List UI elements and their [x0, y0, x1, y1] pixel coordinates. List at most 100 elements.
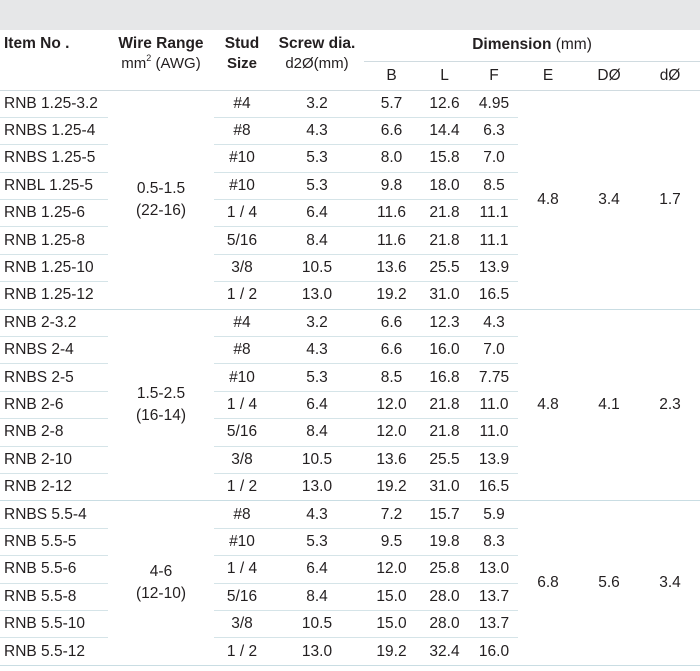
item-no-cell: RNB 2-6 — [0, 391, 108, 420]
dim-f-cell: 7.0 — [470, 144, 518, 173]
table-row: RNB 5.5-5 #10 5.3 9.5 19.8 8.3 — [0, 528, 700, 557]
dim-l-cell: 21.8 — [419, 226, 470, 255]
table-row: RNB 1.25-6 1 / 4 6.4 11.6 21.8 11.1 — [0, 199, 700, 228]
dim-l-cell: 15.8 — [419, 144, 470, 173]
wire-range-cell: 4-6 (12-10) — [108, 500, 214, 666]
stud-size-cell: #4 — [214, 309, 270, 338]
table-row: RNB 5.5-10 3/8 10.5 15.0 28.0 13.7 — [0, 610, 700, 639]
screw-dia-cell: 5.3 — [270, 528, 364, 557]
dim-sd-cell: 2.3 — [640, 309, 700, 502]
dim-b-header: B — [364, 61, 419, 91]
dim-e-cell: 4.8 — [518, 309, 578, 502]
stud-size-cell: 1 / 4 — [214, 391, 270, 420]
table-row: RNBS 1.25-4 #8 4.3 6.6 14.4 6.3 — [0, 117, 700, 146]
dim-f-cell: 16.0 — [470, 637, 518, 666]
dim-b-cell: 8.5 — [364, 363, 419, 392]
table-row: RNBS 2-5 #10 5.3 8.5 16.8 7.75 — [0, 363, 700, 392]
dim-l-cell: 25.5 — [419, 446, 470, 474]
dim-f-cell: 13.9 — [470, 254, 518, 283]
screw-dia-cell: 13.0 — [270, 637, 364, 666]
dim-f-header: F — [470, 61, 518, 91]
dim-b-cell: 15.0 — [364, 610, 419, 639]
dim-f-cell: 5.9 — [470, 500, 518, 529]
dim-b-cell: 12.0 — [364, 391, 419, 420]
wire-range-mm2: 1.5-2.5 — [136, 384, 186, 402]
table-row: RNB 5.5-6 1 / 4 6.4 12.0 25.8 13.0 — [0, 555, 700, 584]
dim-f-cell: 16.5 — [470, 473, 518, 502]
dim-f-cell: 11.1 — [470, 226, 518, 255]
screw-dia-cell: 13.0 — [270, 473, 364, 502]
item-no-cell: RNBS 2-5 — [0, 363, 108, 392]
item-no-cell: RNB 1.25-3.2 — [0, 90, 108, 118]
stud-size-cell: 1 / 2 — [214, 281, 270, 310]
dim-b-cell: 12.0 — [364, 555, 419, 584]
wire-range-awg: (12-10) — [136, 585, 186, 603]
table-row: RNB 2-10 3/8 10.5 13.6 25.5 13.9 — [0, 446, 700, 474]
item-no-cell: RNB 5.5-6 — [0, 555, 108, 584]
dim-b-cell: 5.7 — [364, 90, 419, 118]
stud-size-cell: #8 — [214, 336, 270, 365]
dim-b-cell: 6.6 — [364, 117, 419, 146]
stud-size-cell: #8 — [214, 500, 270, 529]
item-no-cell: RNB 2-8 — [0, 418, 108, 447]
table-body: RNB 1.25-3.2 0.5-1.5 (22-16) #4 3.2 5.7 12.6 4.… — [0, 90, 700, 666]
stud-size-cell: 1 / 2 — [214, 473, 270, 502]
dim-l-cell: 21.8 — [419, 199, 470, 228]
screw-dia-cell: 5.3 — [270, 144, 364, 173]
dim-l-cell: 15.7 — [419, 500, 470, 529]
dim-b-cell: 15.0 — [364, 583, 419, 611]
screw-dia-cell: 8.4 — [270, 583, 364, 611]
table-row: RNBS 1.25-5 #10 5.3 8.0 15.8 7.0 — [0, 144, 700, 173]
table-row: RNB 2-8 5/16 8.4 12.0 21.8 11.0 — [0, 418, 700, 447]
item-no-cell: RNB 1.25-6 — [0, 199, 108, 228]
table-row: RNB 2-3.2 1.5-2.5 (16-14) #4 3.2 6.6 12.3 4.3 4.… — [0, 309, 700, 502]
dim-l-cell: 12.6 — [419, 90, 470, 118]
screw-dia-cell: 3.2 — [270, 90, 364, 118]
dim-l-cell: 31.0 — [419, 281, 470, 310]
wire-range-mm2: 4-6 — [149, 563, 173, 581]
dim-b-cell: 19.2 — [364, 637, 419, 666]
dim-l-cell: 16.8 — [419, 363, 470, 392]
table-row: RNB 1.25-12 1 / 2 13.0 19.2 31.0 16.5 — [0, 281, 700, 310]
item-no-cell: RNBL 1.25-5 — [0, 172, 108, 201]
screw-dia-cell: 4.3 — [270, 117, 364, 146]
stud-size-header: Stud Size — [214, 30, 270, 91]
stud-size-cell: 1 / 2 — [214, 637, 270, 666]
stud-size-cell: #10 — [214, 172, 270, 201]
dim-e-header: E — [518, 61, 578, 91]
stud-size-cell: #4 — [214, 90, 270, 118]
dim-l-cell: 21.8 — [419, 391, 470, 420]
stud-size-cell: 3/8 — [214, 446, 270, 474]
dim-sd-cell: 3.4 — [640, 500, 700, 666]
item-no-header: Item No . — [0, 30, 108, 91]
stud-size-cell: 5/16 — [214, 418, 270, 447]
table-row: RNB 5.5-8 5/16 8.4 15.0 28.0 13.7 — [0, 583, 700, 611]
screw-dia-cell: 13.0 — [270, 281, 364, 310]
dim-f-cell: 11.0 — [470, 391, 518, 420]
dim-l-cell: 28.0 — [419, 583, 470, 611]
table-row: RNBS 2-4 #8 4.3 6.6 16.0 7.0 — [0, 336, 700, 365]
terminal-spec-table: Item No . Wire Range mm2 (AWG) Stud Size… — [0, 30, 700, 666]
dim-f-cell: 4.95 — [470, 90, 518, 118]
stud-size-cell: #10 — [214, 144, 270, 173]
dim-l-cell: 28.0 — [419, 610, 470, 639]
dim-b-cell: 8.0 — [364, 144, 419, 173]
stud-size-cell: 3/8 — [214, 610, 270, 639]
screw-dia-cell: 10.5 — [270, 610, 364, 639]
screw-dia-cell: 10.5 — [270, 446, 364, 474]
item-no-cell: RNBS 1.25-4 — [0, 117, 108, 146]
wire-range-header: Wire Range mm2 (AWG) — [108, 30, 214, 91]
dim-b-cell: 6.6 — [364, 309, 419, 338]
dim-b-cell: 7.2 — [364, 500, 419, 529]
dim-f-cell: 7.75 — [470, 363, 518, 392]
dim-f-cell: 4.3 — [470, 309, 518, 338]
table-row: RNBL 1.25-5 #10 5.3 9.8 18.0 8.5 — [0, 172, 700, 201]
screw-dia-cell: 8.4 — [270, 226, 364, 255]
item-no-cell: RNBS 2-4 — [0, 336, 108, 365]
dim-l-cell: 14.4 — [419, 117, 470, 146]
table-row: RNB 1.25-8 5/16 8.4 11.6 21.8 11.1 — [0, 226, 700, 255]
dim-f-cell: 6.3 — [470, 117, 518, 146]
dim-b-cell: 9.5 — [364, 528, 419, 557]
screw-dia-cell: 6.4 — [270, 199, 364, 228]
stud-size-cell: #8 — [214, 117, 270, 146]
